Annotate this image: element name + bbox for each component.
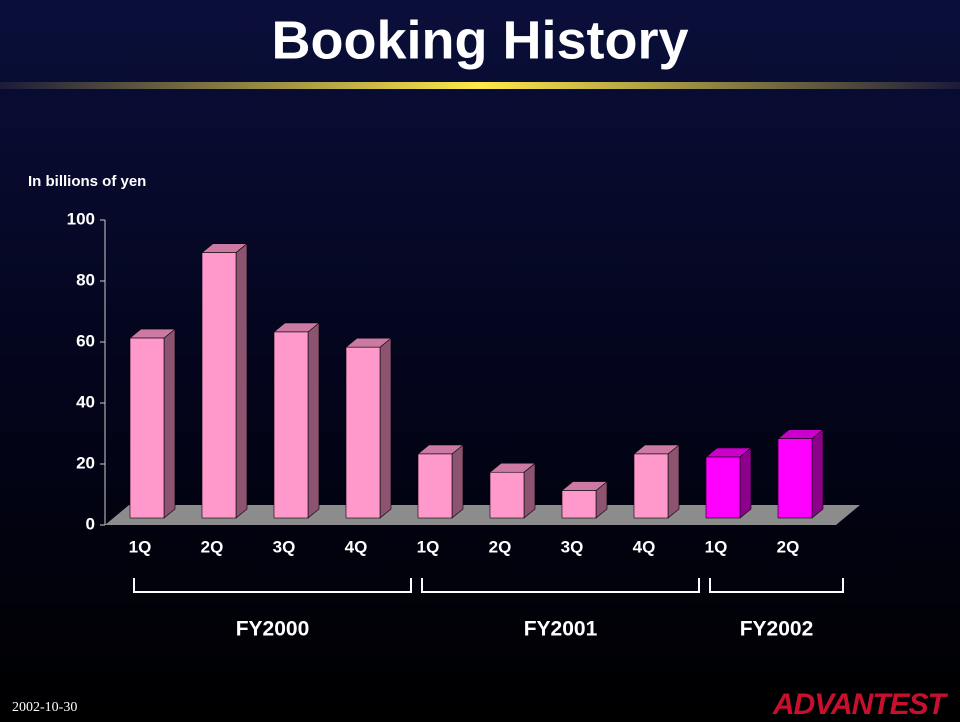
group-label: FY2002 — [740, 618, 814, 641]
logo: ADVANTEST — [772, 688, 949, 721]
bar — [273, 331, 309, 519]
bar — [777, 438, 813, 519]
y-tick-label: 80 — [76, 270, 95, 289]
x-tick-label: 4Q — [345, 537, 368, 556]
bar-side — [379, 337, 392, 519]
bar — [417, 453, 453, 519]
bar-side — [235, 243, 248, 519]
bar — [561, 490, 597, 519]
bar-side — [451, 444, 464, 519]
bar-side — [307, 322, 320, 519]
x-tick-label: 1Q — [129, 537, 152, 556]
group-bracket — [709, 578, 844, 593]
bar — [345, 346, 381, 519]
bar-side — [667, 444, 680, 519]
bar-side — [739, 447, 752, 519]
y-tick-label: 20 — [76, 453, 95, 472]
title: Booking History — [271, 10, 688, 70]
bar — [489, 471, 525, 519]
x-tick-label: 2Q — [489, 537, 512, 556]
group-bracket — [133, 578, 412, 593]
date: 2002-10-30 — [12, 700, 77, 715]
group-label: FY2001 — [524, 618, 598, 641]
group-bracket — [421, 578, 700, 593]
bar — [705, 456, 741, 519]
group-label: FY2000 — [236, 618, 310, 641]
x-tick-label: 1Q — [705, 537, 728, 556]
y-tick-label: 100 — [67, 209, 95, 228]
bar — [633, 453, 669, 519]
x-tick-label: 2Q — [777, 537, 800, 556]
bar-side — [163, 328, 176, 519]
y-tick-label: 0 — [86, 514, 95, 533]
title-rule — [0, 82, 960, 89]
bar-side — [523, 462, 536, 519]
x-tick-label: 4Q — [633, 537, 656, 556]
y-axis-label: In billions of yen — [28, 173, 146, 190]
bar-side — [811, 429, 824, 519]
x-tick-label: 1Q — [417, 537, 440, 556]
x-tick-label: 3Q — [561, 537, 584, 556]
y-tick-label: 40 — [76, 392, 95, 411]
bar — [129, 337, 165, 519]
y-tick-label: 60 — [76, 331, 95, 350]
x-tick-label: 3Q — [273, 537, 296, 556]
bar — [201, 252, 237, 519]
x-tick-label: 2Q — [201, 537, 224, 556]
